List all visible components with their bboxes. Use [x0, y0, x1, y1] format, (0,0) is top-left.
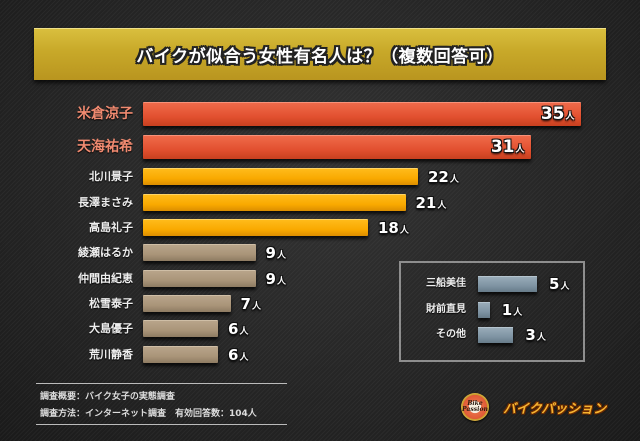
footer-divider-top — [36, 383, 287, 384]
bar-value: 9人 — [266, 244, 286, 265]
value-unit: 人 — [513, 308, 523, 318]
bar — [143, 295, 231, 312]
value-unit: 人 — [239, 353, 249, 363]
bar-label: 米倉涼子 — [77, 106, 133, 122]
bar — [143, 102, 581, 126]
inset-bar-label: その他 — [436, 329, 466, 340]
chart-title: バイクが似合う女性有名人は？（複数回答可） — [136, 47, 504, 67]
brand-name: バイクパッション — [503, 402, 607, 417]
bar — [143, 346, 218, 363]
inset-bar-label: 財前直見 — [426, 304, 466, 315]
inset-bar — [478, 327, 514, 343]
value-number: 9 — [265, 244, 276, 262]
table-row: 米倉涼子 35人 — [0, 102, 640, 126]
bar — [143, 219, 368, 236]
bar-label: 長澤まさみ — [78, 196, 133, 209]
value-number: 3 — [525, 326, 536, 344]
footer-divider-bottom — [36, 424, 287, 425]
bar-label: 仲間由紀恵 — [78, 272, 133, 285]
bar — [143, 320, 218, 337]
bar-value: 6人 — [228, 320, 248, 341]
bar-label: 北川景子 — [89, 170, 133, 183]
value-unit: 人 — [560, 282, 570, 292]
value-number: 9 — [265, 270, 276, 288]
bar-label: 大島優子 — [89, 322, 133, 335]
title-banner: バイクが似合う女性有名人は？（複数回答可） — [34, 28, 606, 80]
value-unit: 人 — [449, 175, 459, 185]
value-number: 7 — [240, 295, 251, 313]
value-number: 6 — [228, 320, 239, 338]
table-row: 大島優子 6人 — [0, 320, 640, 338]
table-row: 荒川静香 6人 — [0, 346, 640, 364]
value-unit: 人 — [437, 201, 447, 211]
bike-passion-logo-icon: Bike Passion — [461, 393, 489, 421]
inset-bar-value: 1人 — [502, 301, 522, 322]
table-row: 高島礼子 18人 — [0, 219, 640, 237]
inset-bar-value: 3人 — [525, 326, 545, 347]
value-unit: 人 — [239, 327, 249, 337]
value-number: 31 — [490, 137, 515, 157]
bar-value: 21人 — [416, 194, 447, 215]
value-number: 22 — [428, 168, 449, 186]
inset-bar-label: 三船美佳 — [426, 278, 466, 289]
bar-value: 22人 — [428, 168, 459, 189]
logo-text-line1: Bike — [467, 400, 483, 407]
logo-text-line2: Passion — [462, 406, 488, 413]
survey-method: 調査方法：インターネット調査 有効回答数：104人 — [40, 409, 257, 419]
bar-value: 9人 — [266, 270, 286, 291]
value-number: 1 — [501, 301, 513, 319]
value-number: 18 — [378, 219, 399, 237]
bar-label: 高島礼子 — [89, 221, 133, 234]
others-box — [399, 261, 585, 362]
bar-value: 18人 — [378, 219, 409, 240]
bar — [143, 270, 256, 287]
table-row: 仲間由紀恵 9人 — [0, 270, 640, 288]
bar — [143, 194, 406, 211]
inset-bar-value: 5人 — [549, 275, 569, 296]
table-row: 天海祐希 31人 — [0, 135, 640, 159]
bar — [143, 168, 418, 185]
inset-bar — [478, 302, 490, 318]
table-row: 長澤まさみ 21人 — [0, 194, 640, 212]
value-unit: 人 — [251, 302, 261, 312]
bar-label: 天海祐希 — [77, 139, 133, 155]
bar — [143, 135, 531, 159]
value-unit: 人 — [276, 251, 286, 261]
value-number: 21 — [415, 194, 437, 212]
bar-label: 綾瀬はるか — [78, 246, 133, 259]
value-unit: 人 — [276, 277, 286, 287]
bar-value: 7人 — [241, 295, 261, 316]
value-unit: 人 — [399, 226, 409, 236]
table-row: 松雪泰子 7人 — [0, 295, 640, 313]
value-unit: 人 — [536, 333, 546, 343]
survey-summary: 調査概要：バイク女子の実態調査 — [40, 392, 175, 402]
value-unit: 人 — [565, 112, 575, 122]
inset-bar — [478, 276, 537, 292]
bar-label: 荒川静香 — [89, 348, 133, 361]
bar-label: 松雪泰子 — [89, 297, 133, 310]
value-unit: 人 — [515, 145, 525, 155]
bar — [143, 244, 256, 261]
bar-value: 35人 — [541, 102, 575, 129]
value-number: 6 — [228, 346, 239, 364]
table-row: 綾瀬はるか 9人 — [0, 244, 640, 262]
value-number: 35 — [540, 104, 565, 124]
bar-value: 6人 — [228, 346, 248, 367]
table-row: 北川景子 22人 — [0, 168, 640, 186]
value-number: 5 — [549, 275, 560, 293]
bar-value: 31人 — [491, 135, 525, 162]
